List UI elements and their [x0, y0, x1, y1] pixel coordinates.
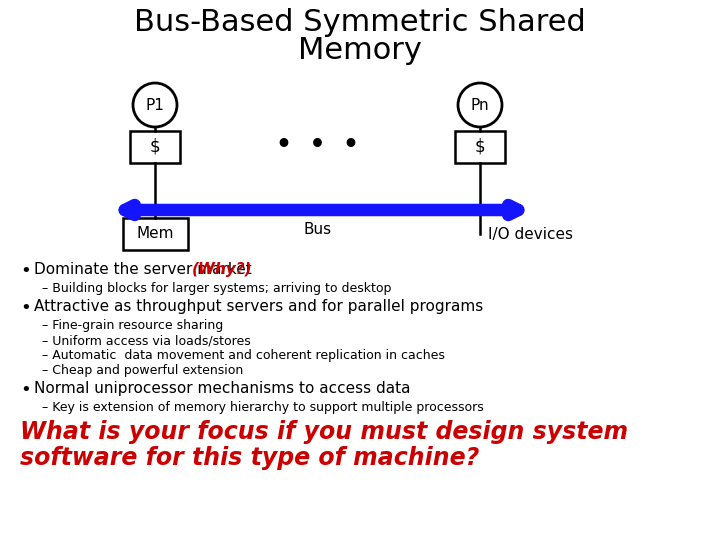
Text: – Key is extension of memory hierarchy to support multiple processors: – Key is extension of memory hierarchy t… — [42, 401, 484, 414]
Text: P1: P1 — [145, 98, 164, 112]
Bar — [130, 131, 180, 163]
Text: – Uniform access via loads/stores: – Uniform access via loads/stores — [42, 334, 251, 347]
Text: Memory: Memory — [298, 36, 422, 65]
Text: software for this type of machine?: software for this type of machine? — [20, 446, 480, 470]
Text: $: $ — [150, 138, 161, 156]
Text: – Fine-grain resource sharing: – Fine-grain resource sharing — [42, 319, 223, 332]
Text: $: $ — [474, 138, 485, 156]
Text: •: • — [20, 381, 31, 399]
Text: What is your focus if you must design system: What is your focus if you must design sy… — [20, 420, 628, 444]
Text: – Cheap and powerful extension: – Cheap and powerful extension — [42, 364, 243, 377]
Bar — [455, 131, 505, 163]
Text: Normal uniprocessor mechanisms to access data: Normal uniprocessor mechanisms to access… — [34, 381, 410, 396]
Text: I/O devices: I/O devices — [488, 226, 573, 241]
Text: – Automatic  data movement and coherent replication in caches: – Automatic data movement and coherent r… — [42, 349, 445, 362]
Text: Bus: Bus — [304, 222, 332, 237]
Text: Attractive as throughput servers and for parallel programs: Attractive as throughput servers and for… — [34, 299, 483, 314]
Text: •: • — [20, 262, 31, 280]
Text: Bus-Based Symmetric Shared: Bus-Based Symmetric Shared — [134, 8, 586, 37]
Text: •: • — [20, 299, 31, 317]
Text: •  •  •: • • • — [276, 133, 359, 157]
Text: Dominate the server market: Dominate the server market — [34, 262, 256, 277]
Bar — [122, 218, 187, 250]
Text: Mem: Mem — [136, 226, 174, 241]
Text: Pn: Pn — [471, 98, 490, 112]
Text: – Building blocks for larger systems; arriving to desktop: – Building blocks for larger systems; ar… — [42, 282, 392, 295]
Text: (Why?): (Why?) — [192, 262, 253, 277]
